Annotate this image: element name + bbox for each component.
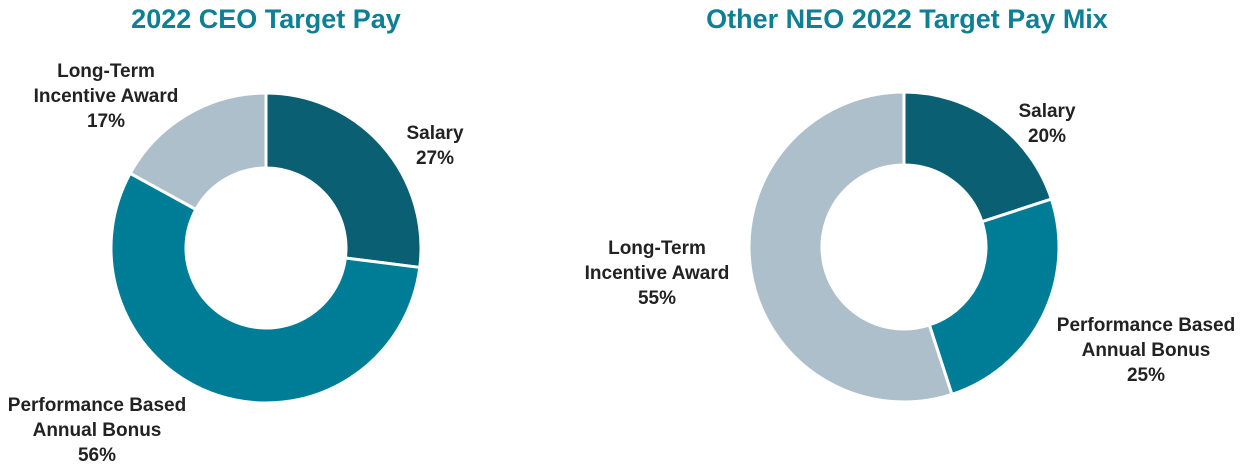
neo-label-ltia-line-2: Incentive Award <box>585 263 730 284</box>
neo-label-ltia-value: 55% <box>638 288 676 309</box>
ceo-label-bonus-value: 56% <box>78 445 116 466</box>
ceo-donut-chart: 2022 CEO Target Pay Salary 27% Performan… <box>8 4 464 466</box>
ceo-donut-slices <box>109 91 423 405</box>
ceo-label-ltia-value: 17% <box>87 111 125 132</box>
ceo-label-bonus-line-2: Annual Bonus <box>33 420 162 441</box>
ceo-label-ltia-line-2: Incentive Award <box>34 86 179 107</box>
ceo-slice-salary <box>264 91 423 269</box>
ceo-label-salary: Salary 27% <box>406 123 463 169</box>
neo-donut-chart: Other NEO 2022 Target Pay Mix Salary 20%… <box>585 4 1235 404</box>
neo-label-bonus: Performance Based Annual Bonus 25% <box>1057 315 1235 386</box>
ceo-slice-bonus <box>109 171 422 405</box>
neo-chart-title: Other NEO 2022 Target Pay Mix <box>706 4 1108 34</box>
neo-slice-bonus <box>927 197 1061 396</box>
ceo-label-ltia: Long-Term Incentive Award 17% <box>34 61 179 132</box>
neo-slice-ltia <box>747 90 954 404</box>
neo-label-bonus-line-1: Performance Based <box>1057 315 1235 336</box>
ceo-label-bonus-line-1: Performance Based <box>8 395 186 416</box>
ceo-label-salary-line-1: Salary <box>406 123 463 144</box>
neo-label-salary: Salary 20% <box>1018 101 1075 147</box>
neo-label-salary-line-1: Salary <box>1018 101 1075 122</box>
neo-label-salary-value: 20% <box>1028 126 1066 147</box>
ceo-label-bonus: Performance Based Annual Bonus 56% <box>8 395 186 466</box>
neo-label-ltia-line-1: Long-Term <box>608 238 706 259</box>
ceo-chart-title: 2022 CEO Target Pay <box>131 4 401 34</box>
ceo-label-salary-value: 27% <box>416 148 454 169</box>
ceo-slice-ltia <box>128 91 268 211</box>
neo-label-bonus-line-2: Annual Bonus <box>1082 340 1211 361</box>
neo-label-ltia: Long-Term Incentive Award 55% <box>585 238 730 309</box>
neo-donut-slices <box>747 90 1061 404</box>
neo-slice-salary <box>902 90 1053 224</box>
neo-label-bonus-value: 25% <box>1127 365 1165 386</box>
ceo-label-ltia-line-1: Long-Term <box>57 61 155 82</box>
